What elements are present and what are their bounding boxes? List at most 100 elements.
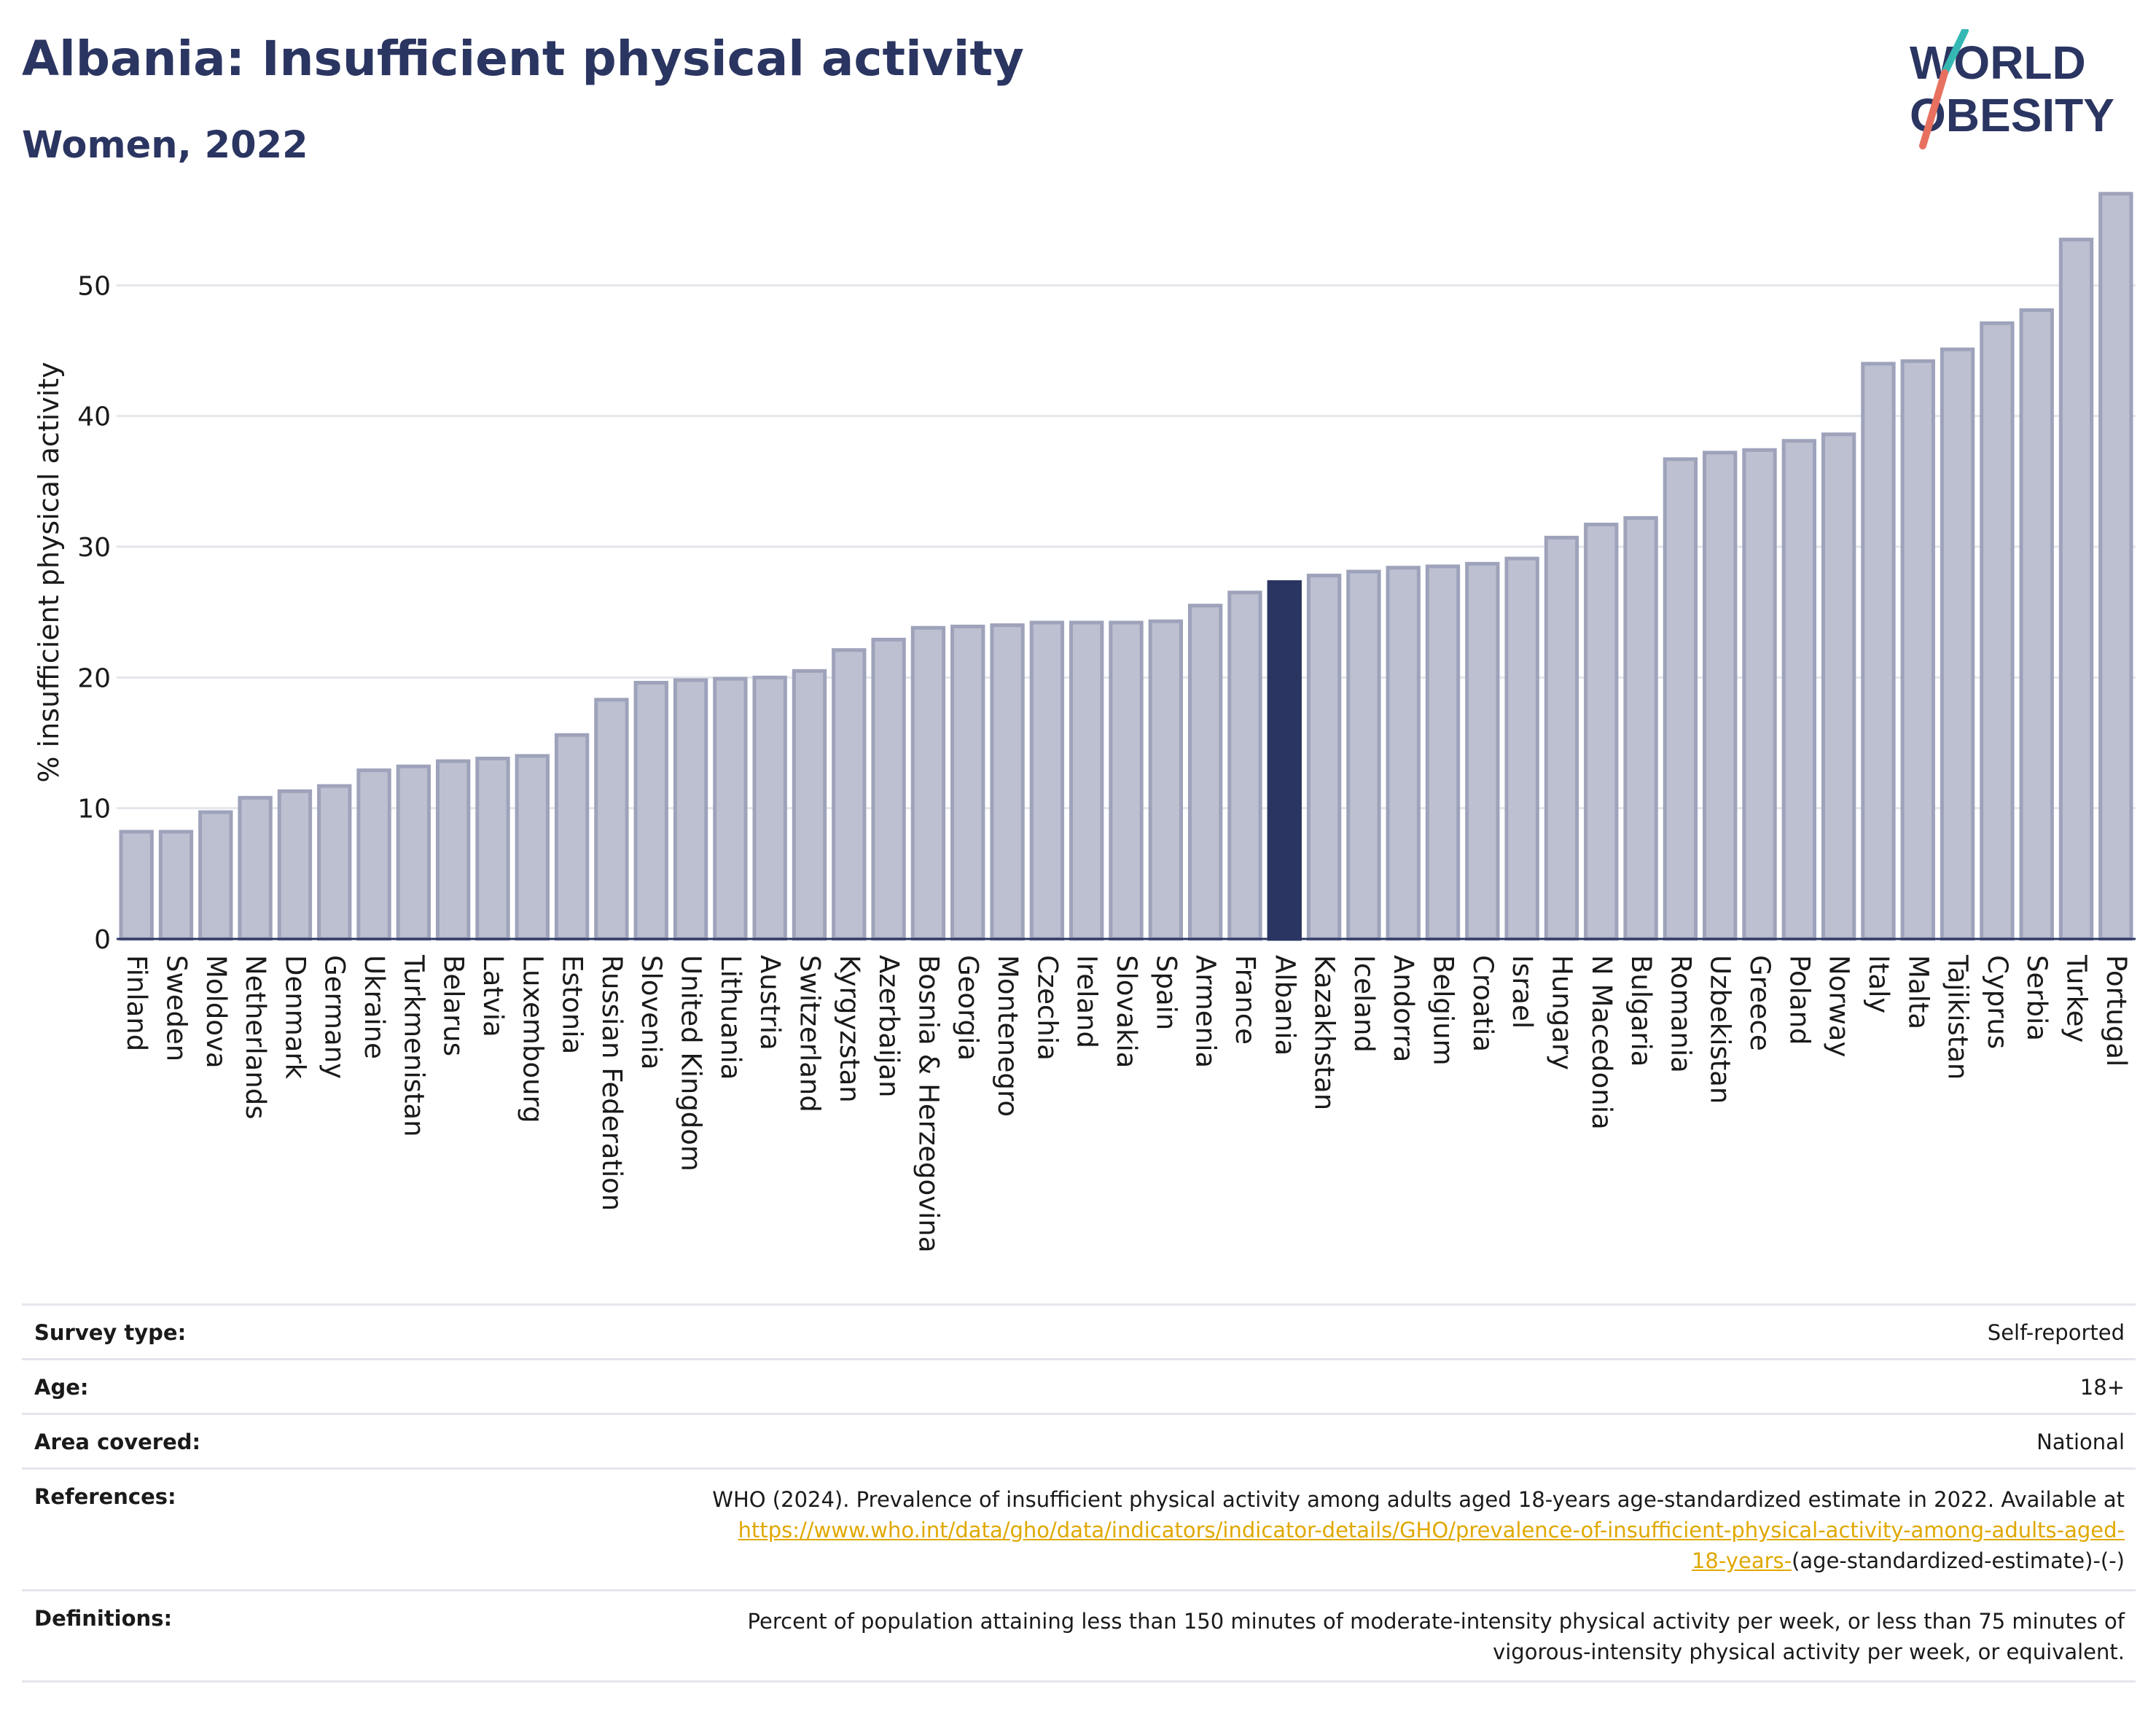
x-tick-label: Malta (1902, 955, 1934, 1029)
x-tick-label: Turkmenistan (398, 954, 429, 1137)
x-tick-label: Kazakhstan (1309, 955, 1340, 1110)
definitions-label: Definitions: (34, 1606, 173, 1631)
y-tick-label: 40 (77, 402, 111, 432)
x-tick-label: Latvia (477, 955, 509, 1037)
references-row: References: WHO (2024). Prevalence of in… (22, 1467, 2136, 1589)
y-tick-label: 50 (77, 271, 111, 301)
x-tick-label: Cyprus (1982, 955, 2013, 1049)
x-tick-label: Iceland (1348, 955, 1380, 1053)
chart-title: Albania: Insufficient physical activity (22, 31, 1024, 87)
bar-romania (1663, 457, 1698, 941)
bar-chart: 0 10 20 30 40 50 Finland Sweden Moldova Netherla… (33, 192, 2136, 1252)
area-row: Area covered: National (22, 1413, 2136, 1467)
x-tick-label: Lithuania (715, 955, 746, 1080)
y-tick-labels: 0 10 20 30 40 50 (77, 271, 111, 955)
references-link-2[interactable]: 18-years- (1691, 1548, 1792, 1573)
bar-belarus (435, 759, 471, 941)
y-tick-label: 10 (77, 795, 111, 824)
bar-poland (1781, 439, 1817, 941)
x-tick-label: Italy (1863, 955, 1894, 1013)
bar-austria (752, 675, 787, 941)
bar-finland (119, 830, 154, 941)
bar-kyrgyzstan (832, 648, 867, 941)
x-tick-label: Slovenia (636, 955, 667, 1069)
bar-bulgaria (1623, 516, 1658, 941)
x-tick-label: Estonia (557, 955, 588, 1054)
x-tick-label: Luxembourg (517, 955, 548, 1123)
x-tick-label: Hungary (1546, 955, 1577, 1070)
bar-kazakhstan (1306, 573, 1342, 941)
bar-slovakia (1109, 620, 1144, 941)
x-tick-label: Ukraine (359, 955, 390, 1059)
definitions-row: Definitions: Percent of population attai… (22, 1589, 2136, 1683)
x-tick-label: Slovakia (1111, 955, 1142, 1068)
definitions-text-2: vigorous-intensity physical activity per… (1493, 1640, 2125, 1664)
bar-croatia (1465, 561, 1500, 941)
world-obesity-logo: WORLD OBESITY (1910, 29, 2114, 149)
bar-spain (1148, 619, 1183, 941)
definitions-text-1: Percent of population attaining less tha… (747, 1609, 2125, 1634)
x-tick-label: Sweden (160, 955, 192, 1061)
age-value: 18+ (2079, 1375, 2125, 1400)
x-tick-label: Andorra (1388, 955, 1419, 1062)
x-tick-label: Bosnia & Herzegovina (913, 955, 944, 1252)
age-row: Age: 18+ (22, 1358, 2136, 1413)
bar-tajikistan (1940, 347, 1975, 941)
bar-ukraine (356, 768, 391, 941)
bar-luxembourg (515, 754, 550, 941)
bar-czechia (1029, 620, 1065, 941)
bar-georgia (950, 624, 985, 941)
bar-turkey (2058, 238, 2094, 941)
area-value: National (2036, 1430, 2125, 1454)
x-tick-label: Azerbaijan (873, 955, 905, 1098)
logo-slash-coral (1919, 69, 1948, 149)
area-label: Area covered: (34, 1430, 201, 1454)
bar-ireland (1069, 620, 1104, 941)
bar-moldova (198, 810, 233, 941)
x-tick-label: Turkey (2061, 954, 2093, 1042)
bar-netherlands (238, 795, 273, 941)
x-tick-label: Croatia (1467, 955, 1499, 1052)
x-tick-label: Montenegro (992, 955, 1023, 1117)
x-tick-label: Switzerland (794, 955, 825, 1112)
bar-cyprus (1980, 321, 2015, 941)
bar-turkmenistan (396, 764, 431, 941)
bars (119, 192, 2133, 941)
bar-russian-federation (594, 698, 629, 941)
y-tick-label: 30 (77, 533, 111, 563)
bar-denmark (277, 789, 313, 941)
x-tick-label: Belgium (1428, 955, 1459, 1066)
bar-estonia (554, 733, 590, 941)
x-tick-label: Belarus (438, 955, 469, 1056)
references-text-1: WHO (2024). Prevalence of insufficient p… (712, 1487, 2125, 1512)
x-tick-label: Czechia (1031, 955, 1063, 1061)
bar-malta (1900, 359, 1935, 941)
y-axis-label: % insufficient physical activity (33, 362, 65, 782)
bar-andorra (1386, 566, 1421, 941)
x-tick-label: Moldova (200, 955, 232, 1069)
chart-subtitle: Women, 2022 (22, 124, 308, 167)
logo-line2: OBESITY (1910, 89, 2114, 141)
bar-iceland (1346, 569, 1381, 941)
x-tick-label: Israel (1507, 955, 1538, 1029)
survey-type-row: Survey type: Self-reported (22, 1303, 2136, 1358)
bar-sweden (158, 830, 194, 941)
bar-montenegro (990, 623, 1025, 941)
logo-slash-teal (1941, 29, 1969, 77)
x-tick-label: N Macedonia (1586, 955, 1617, 1130)
info-table: Survey type: Self-reported Age: 18+ Area… (22, 1303, 2136, 1683)
x-tick-label: Spain (1150, 955, 1181, 1030)
bar-lithuania (713, 677, 748, 941)
x-tick-label: Bulgaria (1625, 955, 1657, 1067)
bar-greece (1742, 448, 1777, 941)
bar-hungary (1544, 535, 1579, 941)
bar-azerbaijan (871, 637, 906, 941)
bar-israel (1504, 556, 1539, 941)
x-tick-label: Netherlands (240, 955, 271, 1120)
survey-type-value: Self-reported (1987, 1320, 2125, 1345)
x-tick-label: Germany (319, 955, 351, 1079)
x-tick-label: Poland (1784, 955, 1815, 1045)
references-link-1[interactable]: https://www.who.int/data/gho/data/indica… (738, 1518, 2125, 1543)
bar-united-kingdom (673, 678, 708, 941)
bar-norway (1821, 432, 1856, 941)
